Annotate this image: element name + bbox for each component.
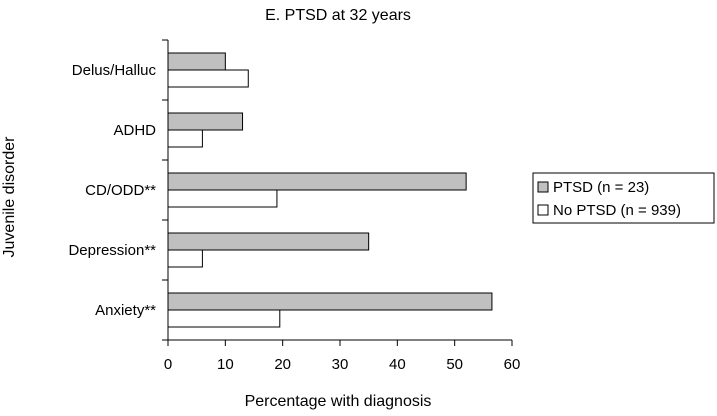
- y-tick-label-0: Delus/Halluc: [72, 62, 157, 79]
- bar-ptsd-1: [167, 112, 244, 131]
- bar-ptsd-2: [167, 172, 467, 191]
- y-tick-label-1: ADHD: [113, 122, 156, 139]
- x-tick-label-2: 20: [274, 356, 291, 373]
- bar-no-ptsd-4: [167, 309, 281, 328]
- plot-area: Delus/Halluc ADHD CD/ODD** Depression** Anxi…: [68, 39, 521, 373]
- x-axis-title: Percentage with diagnosis: [245, 393, 432, 410]
- bar-no-ptsd-2: [167, 189, 278, 208]
- y-tick-label-2: CD/ODD**: [85, 182, 156, 199]
- x-tick-label-5: 50: [446, 356, 463, 373]
- bar-ptsd-4: [167, 292, 493, 311]
- chart-title: E. PTSD at 32 years: [265, 7, 411, 24]
- legend: PTSD (n = 23) No PTSD (n = 939): [532, 172, 715, 224]
- x-tick-label-3: 30: [332, 356, 349, 373]
- legend-swatch-ptsd: [537, 181, 549, 193]
- x-tick-label-1: 10: [217, 356, 234, 373]
- x-tick-label-6: 60: [504, 356, 521, 373]
- bar-no-ptsd-1: [167, 129, 203, 148]
- y-tick-label-4: Anxiety**: [95, 302, 156, 319]
- bar-ptsd-0: [167, 52, 226, 71]
- x-tick-label-4: 40: [389, 356, 406, 373]
- bar-no-ptsd-0: [167, 69, 249, 88]
- y-axis-title: Juvenile disorder: [1, 136, 18, 258]
- legend-label-ptsd: PTSD (n = 23): [553, 179, 649, 196]
- legend-swatch-no-ptsd: [537, 204, 549, 216]
- legend-label-no-ptsd: No PTSD (n = 939): [553, 202, 681, 219]
- x-tick-label-0: 0: [164, 356, 172, 373]
- bar-ptsd-3: [167, 232, 370, 251]
- y-tick-label-3: Depression**: [68, 242, 156, 259]
- legend-box: [532, 172, 715, 224]
- bar-no-ptsd-3: [167, 249, 203, 268]
